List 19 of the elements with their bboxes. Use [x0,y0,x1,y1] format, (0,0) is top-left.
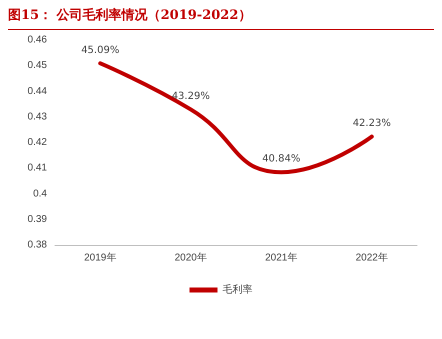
y-tick-label: 0.42 [28,137,48,148]
data-label: 43.29% [172,90,210,102]
y-tick-label: 0.44 [28,86,48,97]
x-tick-label: 2022年 [356,252,388,264]
y-tick-label: 0.46 [28,34,48,46]
y-tick-label: 0.45 [28,60,48,72]
data-label: 42.23% [352,118,391,130]
legend-label: 毛利率 [222,284,252,296]
chart-title: 图15： 公司毛利率情况（2019-2022） [8,6,434,30]
data-label: 45.09% [81,44,120,56]
data-label: 40.84% [262,154,300,165]
y-tick-label: 0.39 [28,214,48,225]
x-tick-label: 2019年 [84,252,116,264]
x-tick-label: 2021年 [265,252,298,264]
y-tick-label: 0.41 [28,162,48,174]
y-tick-label: 0.4 [33,188,48,200]
y-tick-label: 0.38 [28,240,48,250]
y-tick-label: 0.43 [28,111,48,122]
x-tick-label: 2020年 [174,252,207,264]
